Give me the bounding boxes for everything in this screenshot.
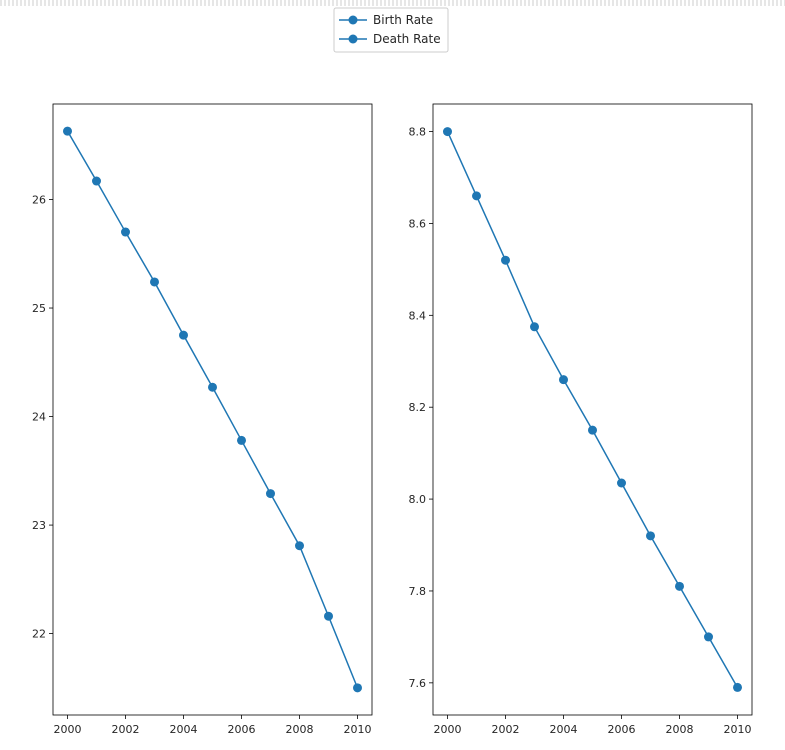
top-border-strip: [0, 0, 785, 6]
x-tick-label-death-rate: 2006: [608, 723, 636, 736]
y-tick-label-birth-rate: 23: [32, 519, 46, 532]
data-point-birth-rate: [92, 176, 101, 186]
data-point-birth-rate: [150, 277, 159, 287]
data-point-birth-rate: [266, 489, 275, 499]
data-point-death-rate: [588, 425, 597, 435]
axes-frame-birth-rate: [52, 103, 373, 716]
y-tick-label-death-rate: 7.6: [409, 677, 427, 690]
legend-entry-birth-rate: Birth Rate: [339, 13, 433, 27]
data-point-death-rate: [443, 127, 452, 137]
y-tick-label-death-rate: 8.6: [409, 217, 427, 230]
y-tick-label-death-rate: 8.0: [409, 493, 427, 506]
data-point-death-rate: [704, 632, 713, 642]
y-tick-label-birth-rate: 25: [32, 302, 46, 315]
data-point-death-rate: [733, 682, 742, 692]
data-point-death-rate: [559, 375, 568, 385]
x-tick-label-birth-rate: 2010: [344, 723, 372, 736]
x-tick-label-death-rate: 2000: [434, 723, 462, 736]
data-point-death-rate: [675, 581, 684, 591]
axes-frame-death-rate: [432, 103, 753, 716]
x-tick-label-death-rate: 2004: [550, 723, 578, 736]
data-point-death-rate: [646, 531, 655, 541]
x-tick-label-birth-rate: 2004: [170, 723, 198, 736]
data-point-birth-rate: [324, 611, 333, 621]
x-tick-label-death-rate: 2010: [724, 723, 752, 736]
legend: Birth Rate Death Rate: [333, 7, 449, 53]
data-point-birth-rate: [237, 435, 246, 445]
x-tick-label-death-rate: 2008: [666, 723, 694, 736]
data-point-death-rate: [617, 478, 626, 488]
y-tick-label-birth-rate: 22: [32, 628, 46, 641]
data-point-birth-rate: [295, 541, 304, 551]
legend-marker-death-rate: [348, 34, 358, 44]
x-tick-label-birth-rate: 2002: [112, 723, 140, 736]
data-point-birth-rate: [208, 382, 217, 392]
y-tick-label-death-rate: 7.8: [409, 585, 427, 598]
x-tick-label-birth-rate: 2006: [228, 723, 256, 736]
data-point-birth-rate: [179, 330, 188, 340]
legend-label-death-rate: Death Rate: [373, 32, 441, 46]
y-tick-label-birth-rate: 24: [32, 411, 46, 424]
data-point-birth-rate: [63, 126, 72, 136]
plot-birth-rate: 22 23 24 25 26 2000 2002 2004 2006 2008 2010: [32, 103, 373, 736]
legend-frame: [333, 7, 449, 53]
series-line-birth-rate: [66, 130, 359, 689]
data-point-birth-rate: [353, 683, 362, 693]
x-tick-label-birth-rate: 2008: [286, 723, 314, 736]
x-tick-label-birth-rate: 2000: [54, 723, 82, 736]
series-line-death-rate: [446, 131, 739, 688]
y-tick-label-death-rate: 8.8: [409, 126, 427, 139]
y-tick-label-birth-rate: 26: [32, 194, 46, 207]
x-tick-label-death-rate: 2002: [492, 723, 520, 736]
data-point-death-rate: [530, 322, 539, 332]
y-tick-label-death-rate: 8.2: [409, 401, 427, 414]
data-point-death-rate: [472, 191, 481, 201]
data-point-death-rate: [501, 255, 510, 265]
y-tick-label-death-rate: 8.4: [409, 309, 427, 322]
legend-label-birth-rate: Birth Rate: [373, 13, 433, 27]
data-point-birth-rate: [121, 227, 130, 237]
legend-marker-birth-rate: [348, 15, 358, 25]
plot-death-rate: 7.6 7.8 8.0 8.2 8.4 8.6 8.8 2000 2002 2004 2006 200…: [409, 103, 753, 736]
legend-entry-death-rate: Death Rate: [339, 32, 441, 46]
